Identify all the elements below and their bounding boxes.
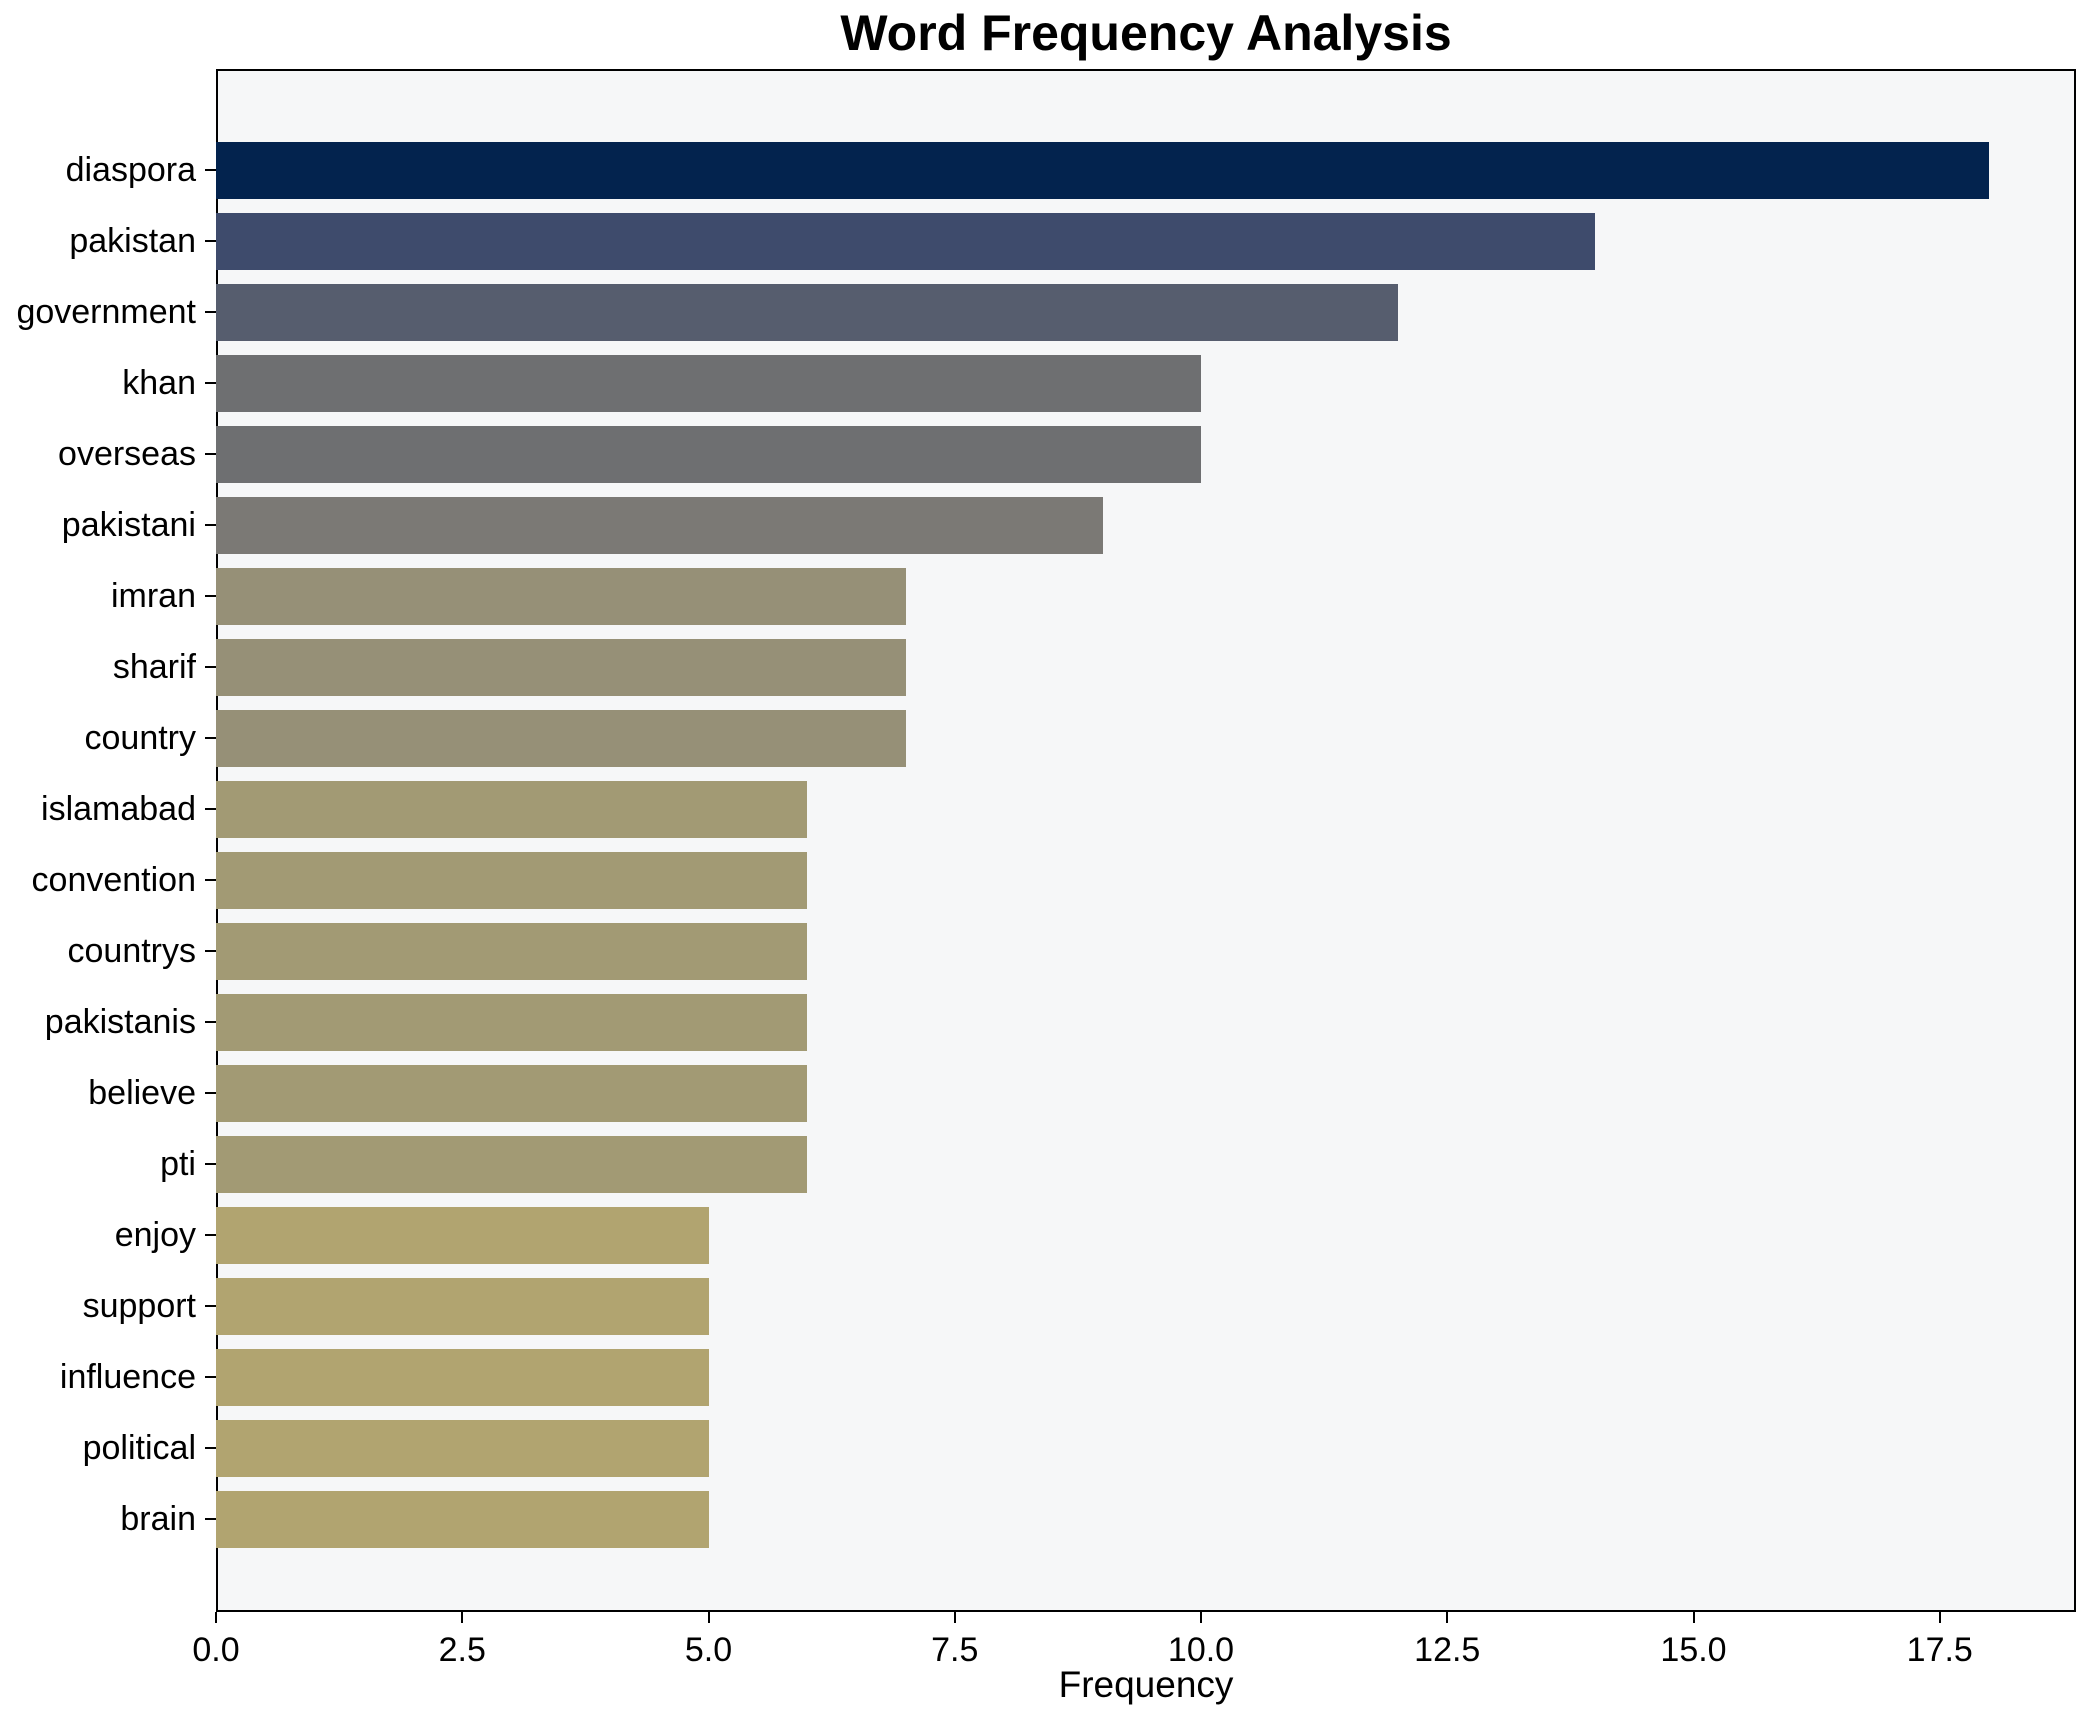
x-axis-tick-label: 2.5 bbox=[438, 1631, 486, 1669]
y-axis-label: government bbox=[16, 293, 196, 331]
bar bbox=[216, 212, 1595, 270]
y-axis-tick bbox=[205, 382, 216, 384]
bar bbox=[216, 1277, 709, 1335]
bar bbox=[216, 1135, 807, 1193]
y-axis-label: support bbox=[82, 1287, 196, 1325]
y-axis-label: overseas bbox=[58, 435, 196, 473]
y-axis-tick bbox=[205, 595, 216, 597]
y-axis-label: brain bbox=[120, 1500, 196, 1538]
x-axis-title: Frequency bbox=[1058, 1664, 1234, 1705]
bar bbox=[216, 1419, 709, 1477]
y-axis-tick bbox=[205, 666, 216, 668]
bar bbox=[216, 496, 1103, 554]
y-axis-label: country bbox=[84, 719, 197, 757]
bar bbox=[216, 1490, 709, 1548]
y-axis-label: imran bbox=[110, 577, 196, 615]
x-axis-tick bbox=[707, 1612, 710, 1623]
x-axis-tick-label: 12.5 bbox=[1414, 1631, 1481, 1669]
y-axis-tick bbox=[205, 808, 216, 810]
y-axis-tick bbox=[205, 240, 216, 242]
x-axis-tick-label: 10.0 bbox=[1167, 1631, 1235, 1669]
y-axis-label: pakistanis bbox=[44, 1003, 196, 1041]
y-axis-label: pakistani bbox=[61, 506, 196, 544]
bar bbox=[216, 922, 807, 980]
bar bbox=[216, 141, 1989, 199]
x-axis-tick-label: 17.5 bbox=[1906, 1631, 1973, 1669]
y-axis-label: convention bbox=[31, 861, 196, 899]
x-axis-tick bbox=[461, 1612, 464, 1623]
y-axis-label: islamabad bbox=[41, 790, 196, 828]
y-axis-tick bbox=[205, 1163, 216, 1165]
y-axis-label: political bbox=[82, 1429, 196, 1467]
bar bbox=[216, 709, 906, 767]
y-axis-label: sharif bbox=[112, 648, 196, 686]
x-axis-tick bbox=[215, 1612, 217, 1623]
y-axis-tick bbox=[205, 1305, 216, 1307]
bar bbox=[216, 1206, 709, 1264]
y-axis-label: pti bbox=[160, 1145, 196, 1183]
y-axis-tick bbox=[205, 879, 216, 881]
bar bbox=[216, 425, 1201, 483]
y-axis-tick bbox=[205, 1234, 216, 1236]
bar bbox=[216, 567, 906, 625]
y-axis-label: khan bbox=[122, 364, 196, 402]
y-axis-label: diaspora bbox=[65, 151, 196, 189]
y-axis-tick bbox=[205, 1518, 216, 1520]
y-axis-tick bbox=[205, 1092, 216, 1094]
x-axis-tick bbox=[1692, 1612, 1695, 1623]
y-axis-tick bbox=[205, 1447, 216, 1449]
chart-title: Word Frequency Analysis bbox=[840, 5, 1452, 61]
y-axis-label: pakistan bbox=[69, 222, 196, 260]
y-axis-tick bbox=[205, 311, 216, 313]
x-axis-tick-label: 0.0 bbox=[192, 1631, 240, 1669]
y-axis-label: believe bbox=[88, 1074, 196, 1112]
y-axis-tick bbox=[205, 453, 216, 455]
x-axis-tick bbox=[1938, 1612, 1941, 1623]
y-axis-label: countrys bbox=[67, 932, 197, 970]
y-axis-tick bbox=[205, 524, 216, 526]
bar bbox=[216, 638, 906, 696]
y-axis-label: influence bbox=[59, 1358, 196, 1396]
x-axis-tick bbox=[953, 1612, 956, 1623]
y-axis-tick bbox=[205, 1021, 216, 1023]
bar bbox=[216, 851, 807, 909]
bar bbox=[216, 283, 1398, 341]
bar bbox=[216, 1064, 807, 1122]
y-axis-tick bbox=[205, 1376, 216, 1378]
y-axis-tick bbox=[205, 169, 216, 171]
y-axis-tick bbox=[205, 950, 216, 952]
x-axis-tick-label: 5.0 bbox=[684, 1631, 733, 1669]
y-axis-tick bbox=[205, 737, 216, 739]
bar bbox=[216, 1348, 709, 1406]
bar bbox=[216, 780, 807, 838]
x-axis-tick-label: 15.0 bbox=[1660, 1631, 1727, 1669]
x-axis-tick-label: 7.5 bbox=[931, 1631, 979, 1669]
y-axis-label: enjoy bbox=[114, 1216, 196, 1254]
bar bbox=[216, 993, 807, 1051]
x-axis-tick bbox=[1446, 1612, 1449, 1623]
bar bbox=[216, 354, 1201, 412]
x-axis-tick bbox=[1200, 1612, 1202, 1623]
